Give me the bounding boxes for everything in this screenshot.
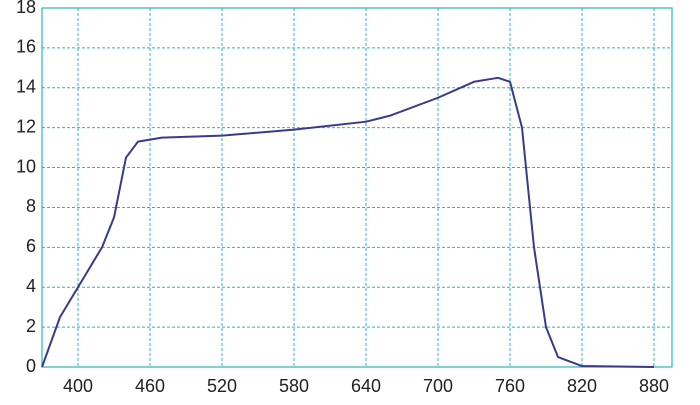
y-tick-label: 16 <box>16 37 36 57</box>
y-tick-label: 4 <box>26 276 36 296</box>
x-tick-label: 520 <box>207 376 237 396</box>
plot-frame <box>41 7 673 368</box>
x-tick-label: 760 <box>495 376 525 396</box>
data-line <box>41 76 655 368</box>
x-tick-label: 640 <box>351 376 381 396</box>
x-tick-label: 580 <box>279 376 309 396</box>
x-tick-label: 880 <box>639 376 669 396</box>
y-tick-label: 8 <box>26 196 36 216</box>
x-tick-label: 460 <box>135 376 165 396</box>
y-tick-label: 12 <box>16 116 36 136</box>
y-tick-label: 2 <box>26 316 36 336</box>
y-tick-label: 10 <box>16 156 36 176</box>
x-tick-label: 700 <box>423 376 453 396</box>
y-tick-label: 0 <box>26 356 36 376</box>
x-tick-label: 820 <box>567 376 597 396</box>
x-tick-label: 400 <box>63 376 93 396</box>
y-tick-label: 6 <box>26 236 36 256</box>
y-tick-label: 18 <box>16 0 36 17</box>
y-tick-label: 14 <box>16 77 36 97</box>
